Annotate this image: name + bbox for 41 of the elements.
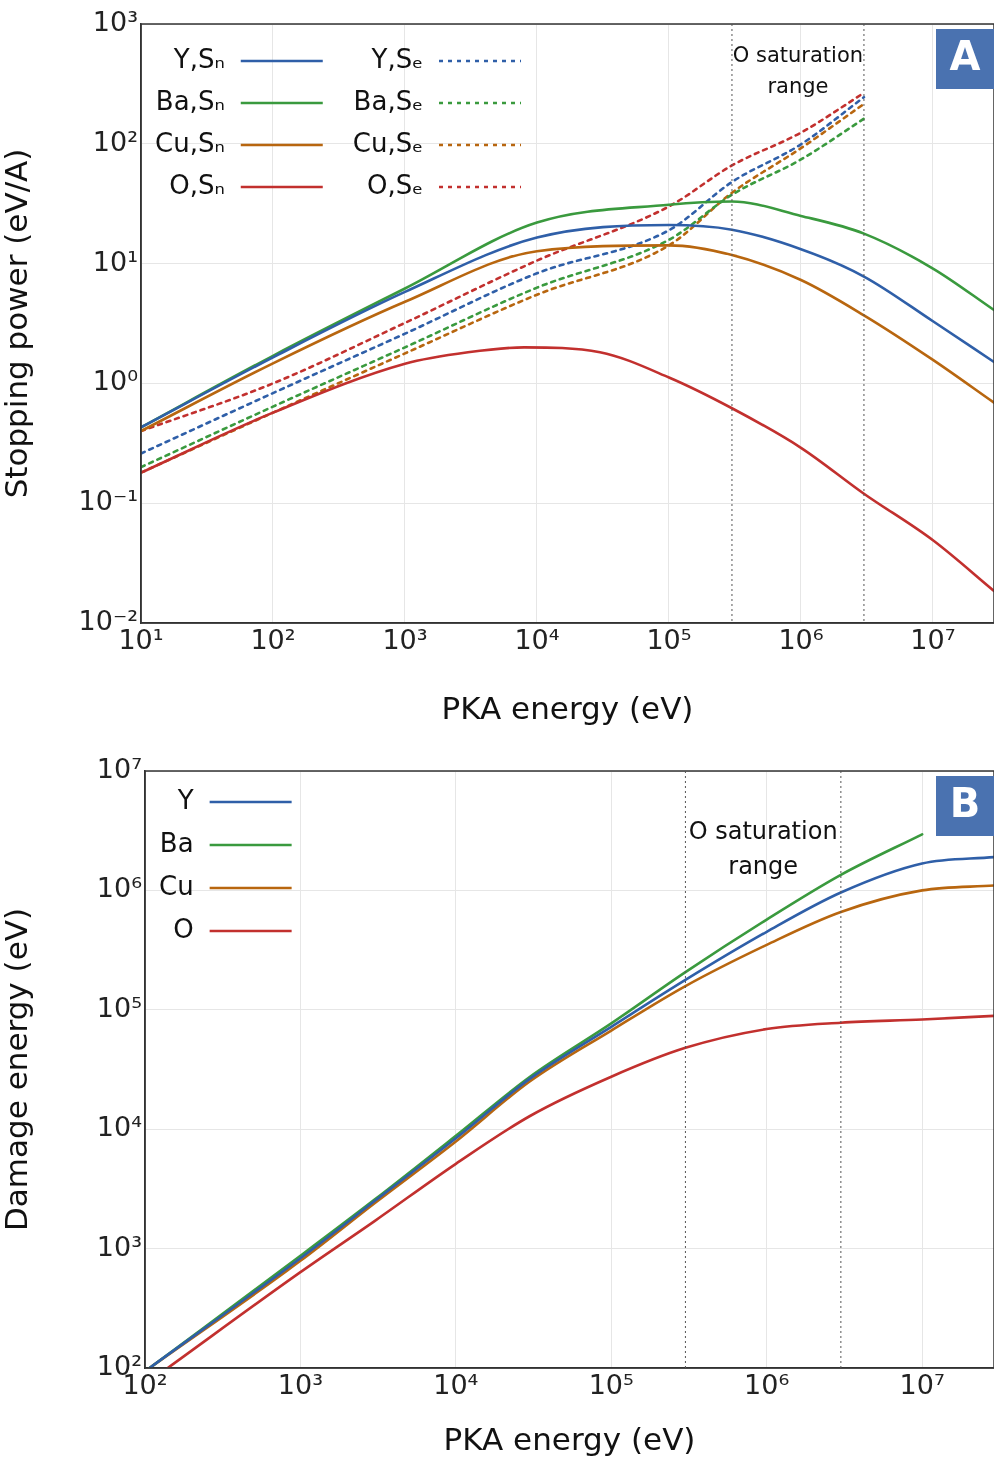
y-tick-label: 10⁵	[96, 991, 142, 1023]
x-tick-label: 10⁷	[910, 624, 956, 656]
x-tick-label: 10⁶	[744, 1369, 790, 1401]
y-axis-title: Stopping power (eV/A)	[0, 148, 34, 499]
legend-label: Cu,Sₑ	[352, 127, 423, 158]
legend-label: O,Sₑ	[366, 169, 423, 200]
x-tick-label: 10²	[250, 624, 296, 656]
annotation: A	[949, 33, 981, 80]
legend-label: Cu,Sₙ	[155, 127, 225, 158]
y-tick-label: 10⁷	[96, 753, 142, 785]
x-axis-title: PKA energy (eV)	[443, 1421, 696, 1458]
legend-label: Ba	[159, 827, 194, 858]
x-tick-label: 10⁵	[588, 1369, 634, 1401]
x-tick-label: 10⁴	[433, 1369, 479, 1401]
y-tick-label: 10¹	[92, 245, 138, 277]
y-tick-label: 10⁻¹	[78, 485, 138, 517]
x-tick-label: 10⁷	[899, 1369, 945, 1401]
y-tick-label: 10⁶	[96, 872, 142, 904]
y-tick-label: 10⁰	[92, 365, 138, 397]
x-tick-label: 10³	[277, 1369, 324, 1401]
legend-label: Y	[176, 784, 194, 815]
legend-label: Y,Sₑ	[370, 43, 423, 74]
y-tick-label: 10³	[92, 6, 138, 38]
legend-label: O,Sₙ	[169, 169, 225, 200]
legend-label: Y,Sₙ	[172, 43, 225, 74]
legend-label: O	[173, 913, 194, 944]
x-tick-label: 10³	[382, 624, 428, 656]
x-tick-label: 10⁶	[778, 624, 824, 656]
x-axis-title: PKA energy (eV)	[441, 690, 694, 727]
y-tick-label: 10²	[92, 125, 138, 157]
annotation: O saturation range	[688, 817, 838, 881]
annotation: O saturation range	[732, 43, 864, 98]
legend-label: Cu	[158, 870, 194, 901]
legend-label: Ba,Sₑ	[353, 85, 423, 116]
x-tick-label: 10⁴	[514, 624, 560, 656]
y-tick-label: 10⁴	[96, 1111, 142, 1143]
y-tick-label: 10³	[96, 1230, 142, 1262]
y-axis-title: Damage energy (eV)	[0, 907, 34, 1232]
legend-label: Ba,Sₙ	[155, 85, 225, 116]
x-tick-label: 10⁵	[646, 624, 692, 656]
annotation: B	[949, 780, 981, 827]
